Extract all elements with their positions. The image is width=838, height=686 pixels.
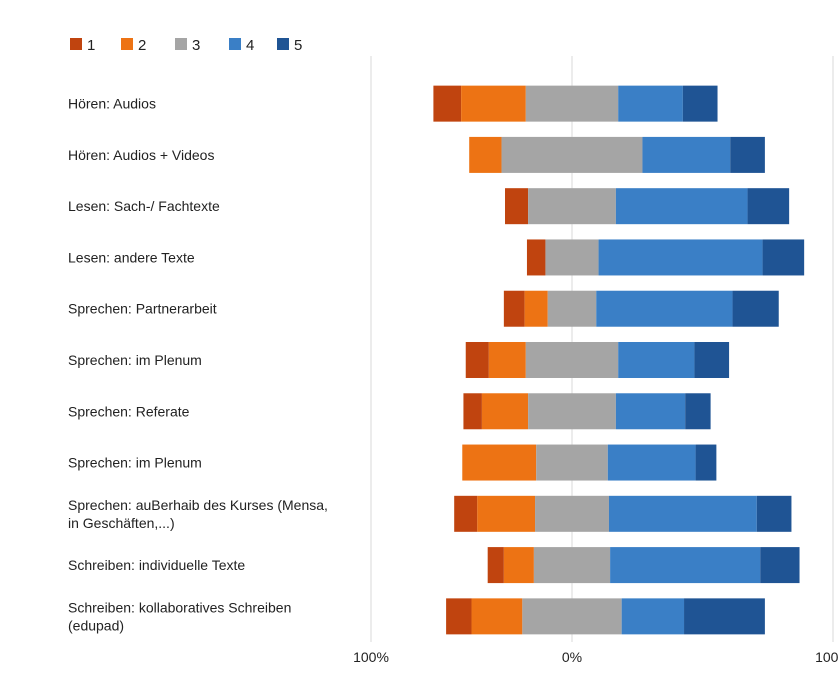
legend-label-5: 5	[294, 37, 302, 54]
legend-swatch-1	[70, 38, 82, 50]
bar-row1-1	[433, 85, 462, 122]
x-tick-label-2: 100%	[815, 649, 838, 665]
bar-row9-3	[535, 495, 609, 532]
bar-row3-1	[505, 188, 529, 225]
bar-row5-2	[524, 290, 548, 327]
bar-row3-3	[528, 188, 616, 225]
bar-row7-4	[615, 393, 686, 430]
category-label-7: Sprechen: Referate	[68, 403, 190, 419]
bar-row11-4	[621, 598, 685, 635]
bar-row2-2	[469, 136, 502, 173]
bar-row4-5	[762, 239, 805, 276]
bar-row10-3	[533, 547, 611, 584]
bar-row4-4	[598, 239, 763, 276]
category-label-4: Lesen: andere Texte	[68, 249, 195, 265]
category-label-5: Sprechen: Partnerarbeit	[68, 301, 217, 317]
category-label-10: Schreiben: individuelle Texte	[68, 557, 245, 573]
bar-row8-5	[695, 444, 717, 481]
category-label-1: Hören: Audios	[68, 96, 156, 112]
bar-row11-3	[522, 598, 622, 635]
bar-row3-4	[615, 188, 748, 225]
bars	[433, 85, 805, 635]
bar-row5-4	[596, 290, 733, 327]
bar-row5-3	[547, 290, 597, 327]
bar-row2-3	[501, 136, 643, 173]
category-label-9: Sprechen: auBerhaib des Kurses (Mensa, in…	[68, 497, 328, 531]
category-label-8: Sprechen: im Plenum	[68, 455, 202, 471]
bar-row7-3	[528, 393, 616, 430]
bar-row7-5	[685, 393, 711, 430]
legend-swatch-4	[229, 38, 241, 50]
bar-row1-5	[682, 85, 718, 122]
bar-row9-5	[756, 495, 792, 532]
bar-row6-2	[488, 342, 526, 378]
category-label-2: Hören: Audios + Videos	[68, 147, 214, 163]
legend-swatch-2	[121, 38, 133, 50]
legend-label-1: 1	[87, 37, 95, 54]
bar-row9-2	[477, 495, 536, 532]
legend-swatch-5	[277, 38, 289, 50]
bar-row6-3	[525, 342, 619, 378]
bar-row11-1	[446, 598, 472, 635]
category-label-3: Lesen: Sach-/ Fachtexte	[68, 198, 220, 214]
bar-row1-3	[525, 85, 619, 122]
legend-label-2: 2	[138, 37, 146, 54]
bar-row11-2	[471, 598, 523, 635]
bar-row8-3	[536, 444, 608, 481]
bar-row3-5	[747, 188, 790, 225]
bar-row6-1	[465, 342, 489, 378]
bar-row6-5	[694, 342, 730, 378]
bar-row8-4	[607, 444, 696, 481]
legend: 1 2 3 4 5	[70, 37, 302, 54]
bar-row2-4	[642, 136, 731, 173]
bar-row9-1	[454, 495, 478, 532]
bar-row10-5	[760, 547, 800, 584]
category-label-11: Schreiben: kollaboratives Schreiben (edup…	[68, 599, 291, 633]
legend-swatch-3	[175, 38, 187, 50]
bar-row10-2	[503, 547, 534, 584]
bar-row4-1	[526, 239, 546, 276]
bar-row10-1	[487, 547, 504, 584]
bar-row10-4	[610, 547, 761, 584]
bar-row5-1	[503, 290, 525, 327]
legend-label-3: 3	[192, 37, 200, 54]
category-labels: Hören: Audios Hören: Audios + Videos Lesen…	[68, 96, 328, 634]
bar-row9-4	[608, 495, 757, 532]
bar-row11-5	[684, 598, 765, 635]
bar-row7-1	[463, 393, 482, 430]
x-tick-labels: 100% 0% 100%	[353, 649, 838, 665]
bar-row2-5	[730, 136, 765, 173]
bar-row5-5	[732, 290, 779, 327]
category-label-6: Sprechen: im Plenum	[68, 352, 202, 368]
x-tick-label-0: 100%	[353, 649, 389, 665]
bar-row6-4	[618, 342, 695, 378]
x-tick-label-1: 0%	[562, 649, 582, 665]
bar-row1-4	[618, 85, 683, 122]
bar-row1-2	[461, 85, 526, 122]
bar-row7-2	[481, 393, 529, 430]
legend-label-4: 4	[246, 37, 254, 54]
bar-row4-3	[545, 239, 599, 276]
bar-row8-2	[462, 444, 537, 481]
